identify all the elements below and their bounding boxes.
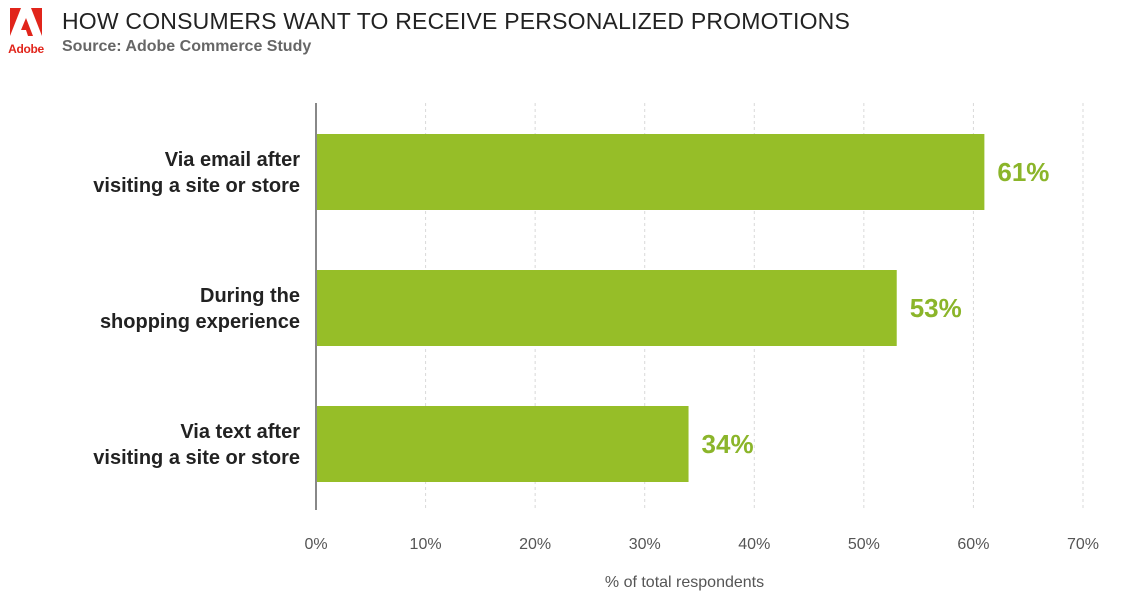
category-label: visiting a site or store: [93, 175, 300, 197]
x-tick-label: 40%: [738, 536, 770, 553]
x-tick-label: 70%: [1067, 536, 1099, 553]
bar: [316, 406, 689, 482]
x-tick-label: 60%: [957, 536, 989, 553]
bar: [316, 270, 897, 346]
x-tick-label: 0%: [304, 536, 327, 553]
category-label: shopping experience: [100, 311, 300, 333]
adobe-logo: Adobe: [6, 4, 46, 60]
chart-header: Adobe HOW CONSUMERS WANT TO RECEIVE PERS…: [0, 0, 1143, 70]
x-tick-label: 30%: [629, 536, 661, 553]
category-label: During the: [200, 285, 300, 307]
data-label: 53%: [910, 293, 962, 323]
x-tick-label: 10%: [410, 536, 442, 553]
x-tick-label: 20%: [519, 536, 551, 553]
data-label: 34%: [702, 429, 754, 459]
x-axis-title: % of total respondents: [605, 574, 764, 591]
chart-title: HOW CONSUMERS WANT TO RECEIVE PERSONALIZ…: [62, 8, 851, 34]
chart-subtitle: Source: Adobe Commerce Study: [62, 38, 312, 55]
x-tick-label: 50%: [848, 536, 880, 553]
adobe-logo-wordmark: Adobe: [8, 42, 44, 56]
category-label: Via email after: [165, 149, 300, 171]
category-label: visiting a site or store: [93, 447, 300, 469]
adobe-logo-icon: [10, 8, 42, 36]
category-label: Via text after: [180, 421, 300, 443]
data-label: 61%: [997, 157, 1049, 187]
bar: [316, 134, 985, 210]
